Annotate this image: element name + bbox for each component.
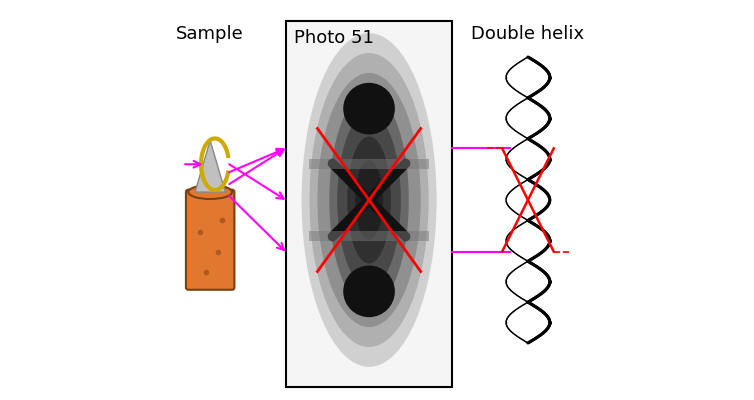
Ellipse shape: [343, 266, 395, 317]
FancyBboxPatch shape: [309, 231, 428, 240]
Text: Double helix: Double helix: [471, 25, 584, 43]
Ellipse shape: [355, 160, 383, 240]
FancyBboxPatch shape: [309, 160, 428, 169]
Text: Photo 51: Photo 51: [293, 29, 373, 47]
Text: Sample: Sample: [176, 25, 244, 43]
Ellipse shape: [337, 113, 401, 287]
Polygon shape: [195, 140, 225, 192]
Ellipse shape: [309, 53, 428, 347]
Ellipse shape: [188, 185, 232, 199]
Ellipse shape: [347, 136, 391, 264]
FancyBboxPatch shape: [286, 21, 452, 387]
Ellipse shape: [317, 73, 421, 327]
Ellipse shape: [343, 83, 395, 134]
Ellipse shape: [329, 93, 409, 307]
FancyBboxPatch shape: [186, 190, 234, 290]
Ellipse shape: [302, 33, 437, 367]
